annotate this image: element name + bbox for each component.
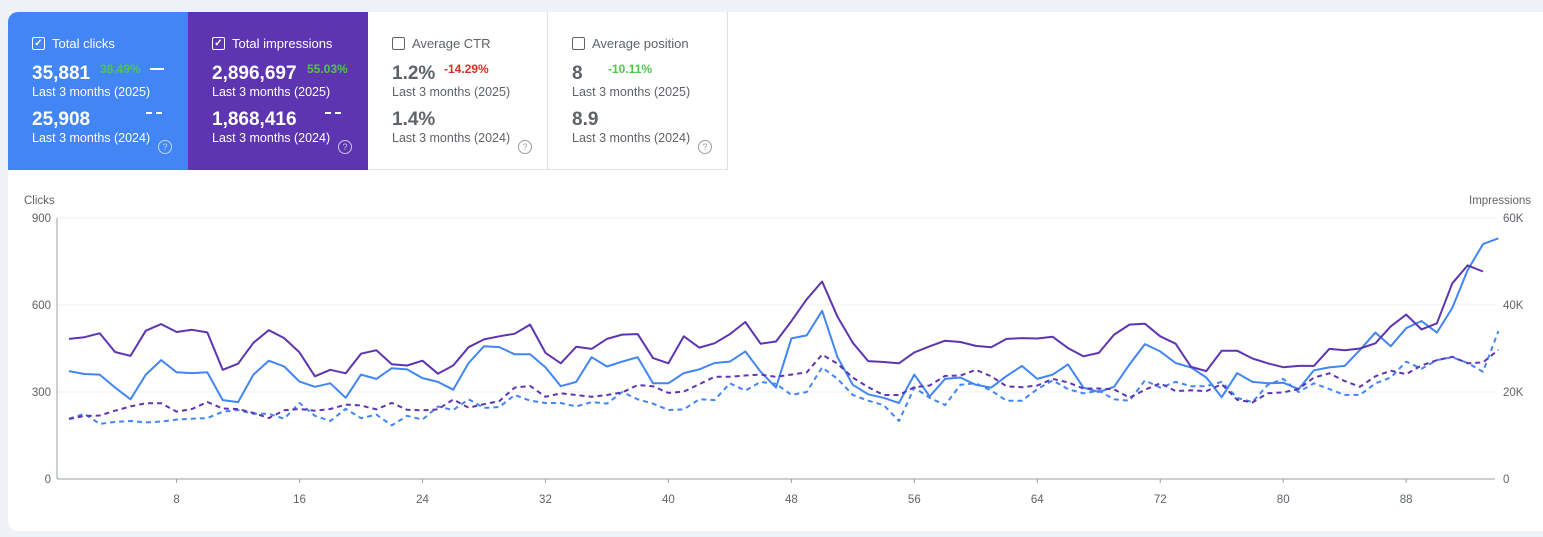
y-right-tick-label: 40K: [1503, 300, 1524, 312]
y-left-tick-label: 0: [45, 474, 51, 486]
metric-header[interactable]: ✓ Total impressions: [212, 36, 332, 51]
series-line-1: [68, 264, 1484, 378]
metric-period-current: Last 3 months (2025): [32, 85, 151, 99]
metric-period-current: Last 3 months (2025): [572, 85, 691, 99]
y-left-tick-label: 600: [32, 300, 51, 312]
metric-value-current: 2,896,697: [212, 63, 297, 84]
help-icon[interactable]: ?: [518, 140, 532, 154]
x-tick-label: 24: [416, 494, 429, 506]
series-line-3: [68, 349, 1500, 420]
x-tick-label: 32: [539, 494, 552, 506]
metric-change: 55.03%: [307, 62, 348, 76]
metric-value-current: 8: [572, 63, 583, 84]
metric-period-current: Last 3 months (2025): [212, 85, 331, 99]
y-left-tick-label: 300: [32, 387, 51, 399]
metric-total-clicks[interactable]: ✓ Total clicks 35,881 38.49% Last 3 mont…: [8, 12, 188, 170]
legend-dashed-line-icon: [325, 112, 341, 114]
metric-header[interactable]: ✓ Total clicks: [32, 36, 115, 51]
x-tick-label: 56: [908, 494, 921, 506]
metric-header[interactable]: Average CTR: [392, 36, 491, 51]
y-right-tick-label: 20K: [1503, 387, 1524, 399]
metric-change: 38.49%: [100, 62, 141, 76]
metric-period-previous: Last 3 months (2024): [212, 131, 331, 145]
legend-solid-line-icon: [150, 68, 164, 70]
help-icon[interactable]: ?: [158, 140, 172, 154]
metric-period-previous: Last 3 months (2024): [32, 131, 151, 145]
x-tick-label: 40: [662, 494, 675, 506]
metric-value-previous: 1,868,416: [212, 109, 297, 130]
y-right-tick-label: 0: [1503, 474, 1509, 486]
metric-value-previous: 8.9: [572, 109, 599, 130]
checkbox-checked-icon[interactable]: ✓: [32, 37, 45, 50]
metric-value-current: 35,881: [32, 63, 91, 84]
metric-label: Average CTR: [412, 36, 491, 51]
checkbox-checked-icon[interactable]: ✓: [212, 37, 225, 50]
series-line-0: [68, 237, 1499, 404]
metric-value-previous: 1.4%: [392, 109, 436, 130]
legend-dashed-line-icon: [146, 112, 162, 114]
metric-total-impressions[interactable]: ✓ Total impressions 2,896,697 55.03% Las…: [188, 12, 368, 170]
y-right-axis-title: Impressions: [1469, 195, 1531, 207]
metric-period-previous: Last 3 months (2024): [572, 131, 691, 145]
help-icon[interactable]: ?: [698, 140, 712, 154]
y-right-tick-label: 60K: [1503, 213, 1524, 225]
x-tick-label: 88: [1400, 494, 1413, 506]
metric-period-previous: Last 3 months (2024): [392, 131, 511, 145]
metric-value-current: 1.2%: [392, 63, 436, 84]
x-tick-label: 80: [1277, 494, 1290, 506]
help-icon[interactable]: ?: [338, 140, 352, 154]
x-tick-label: 8: [173, 494, 179, 506]
metric-average-position[interactable]: Average position 8 -10.11% Last 3 months…: [548, 12, 728, 170]
metric-label: Average position: [592, 36, 689, 51]
metric-label: Total clicks: [52, 36, 115, 51]
checkbox-unchecked-icon[interactable]: [392, 37, 405, 50]
x-tick-label: 64: [1031, 494, 1044, 506]
metric-change: -10.11%: [608, 62, 653, 76]
metric-change: -14.29%: [444, 62, 489, 76]
metric-label: Total impressions: [232, 36, 333, 51]
performance-card: ✓ Total clicks 35,881 38.49% Last 3 mont…: [8, 12, 1543, 531]
x-tick-label: 16: [293, 494, 306, 506]
y-left-tick-label: 900: [32, 213, 51, 225]
metric-period-current: Last 3 months (2025): [392, 85, 511, 99]
metric-header[interactable]: Average position: [572, 36, 689, 51]
x-tick-label: 48: [785, 494, 798, 506]
checkbox-unchecked-icon[interactable]: [572, 37, 585, 50]
metric-average-ctr[interactable]: Average CTR 1.2% -14.29% Last 3 months (…: [368, 12, 548, 170]
y-left-axis-title: Clicks: [24, 195, 55, 207]
x-tick-label: 72: [1154, 494, 1167, 506]
series-line-2: [68, 330, 1500, 427]
metric-value-previous: 25,908: [32, 109, 91, 130]
